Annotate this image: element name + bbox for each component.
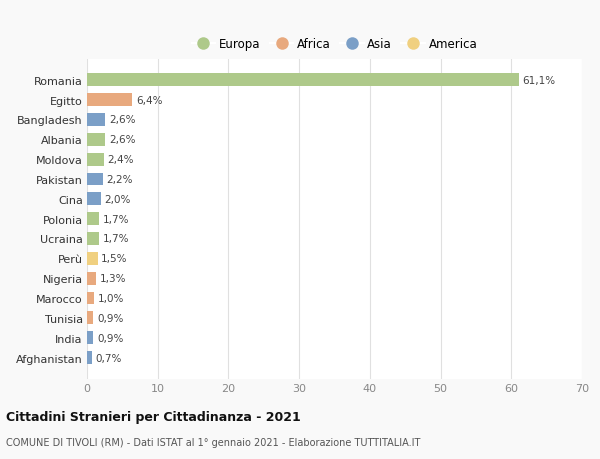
Text: 0,9%: 0,9%	[97, 313, 123, 323]
Text: 0,7%: 0,7%	[95, 353, 122, 363]
Text: 1,3%: 1,3%	[100, 274, 126, 284]
Text: 1,5%: 1,5%	[101, 254, 128, 264]
Bar	[87, 153, 104, 166]
Bar	[87, 233, 99, 246]
Text: 1,0%: 1,0%	[98, 293, 124, 303]
Text: 2,6%: 2,6%	[109, 115, 136, 125]
Bar	[87, 74, 519, 87]
Text: 1,7%: 1,7%	[103, 214, 129, 224]
Bar	[87, 114, 106, 127]
Bar	[87, 173, 103, 186]
Text: 2,2%: 2,2%	[106, 174, 133, 185]
Legend: Europa, Africa, Asia, America: Europa, Africa, Asia, America	[187, 34, 482, 56]
Text: Cittadini Stranieri per Cittadinanza - 2021: Cittadini Stranieri per Cittadinanza - 2…	[6, 410, 301, 423]
Bar	[87, 94, 132, 107]
Bar	[87, 312, 94, 325]
Bar	[87, 331, 94, 344]
Text: 1,7%: 1,7%	[103, 234, 129, 244]
Text: 2,6%: 2,6%	[109, 135, 136, 145]
Bar	[87, 272, 96, 285]
Bar	[87, 252, 98, 265]
Bar	[87, 213, 99, 226]
Text: 2,0%: 2,0%	[104, 195, 131, 204]
Text: 2,4%: 2,4%	[107, 155, 134, 165]
Bar	[87, 134, 106, 146]
Bar	[87, 193, 101, 206]
Text: 6,4%: 6,4%	[136, 95, 162, 106]
Text: 61,1%: 61,1%	[523, 76, 556, 85]
Text: 0,9%: 0,9%	[97, 333, 123, 343]
Text: COMUNE DI TIVOLI (RM) - Dati ISTAT al 1° gennaio 2021 - Elaborazione TUTTITALIA.: COMUNE DI TIVOLI (RM) - Dati ISTAT al 1°…	[6, 437, 421, 447]
Bar	[87, 292, 94, 305]
Bar	[87, 351, 92, 364]
